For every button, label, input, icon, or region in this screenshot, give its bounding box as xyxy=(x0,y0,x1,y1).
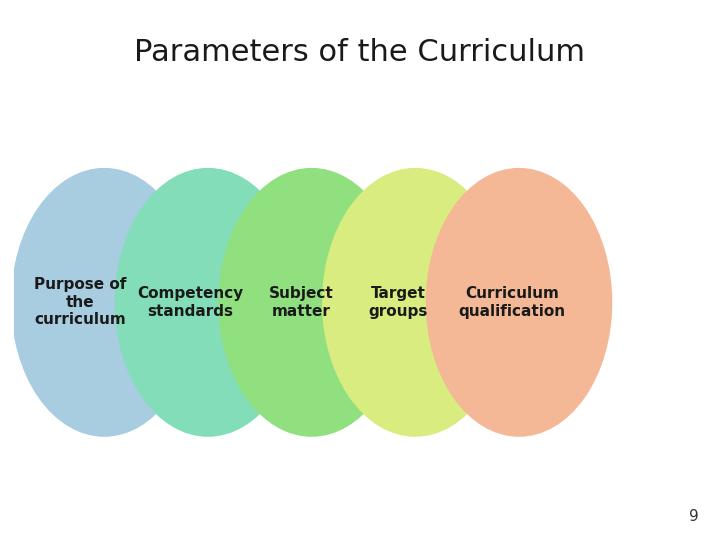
Text: Parameters of the Curriculum: Parameters of the Curriculum xyxy=(135,38,585,67)
Ellipse shape xyxy=(11,168,197,437)
Text: Subject
matter: Subject matter xyxy=(269,286,333,319)
Text: Curriculum
qualification: Curriculum qualification xyxy=(459,286,566,319)
Text: 9: 9 xyxy=(688,509,698,524)
Ellipse shape xyxy=(114,168,301,437)
Ellipse shape xyxy=(218,168,405,437)
Ellipse shape xyxy=(322,168,508,437)
Text: Target
groups: Target groups xyxy=(369,286,428,319)
Text: Competency
standards: Competency standards xyxy=(138,286,244,319)
Text: Purpose of
the
curriculum: Purpose of the curriculum xyxy=(34,278,126,327)
Ellipse shape xyxy=(426,168,612,437)
